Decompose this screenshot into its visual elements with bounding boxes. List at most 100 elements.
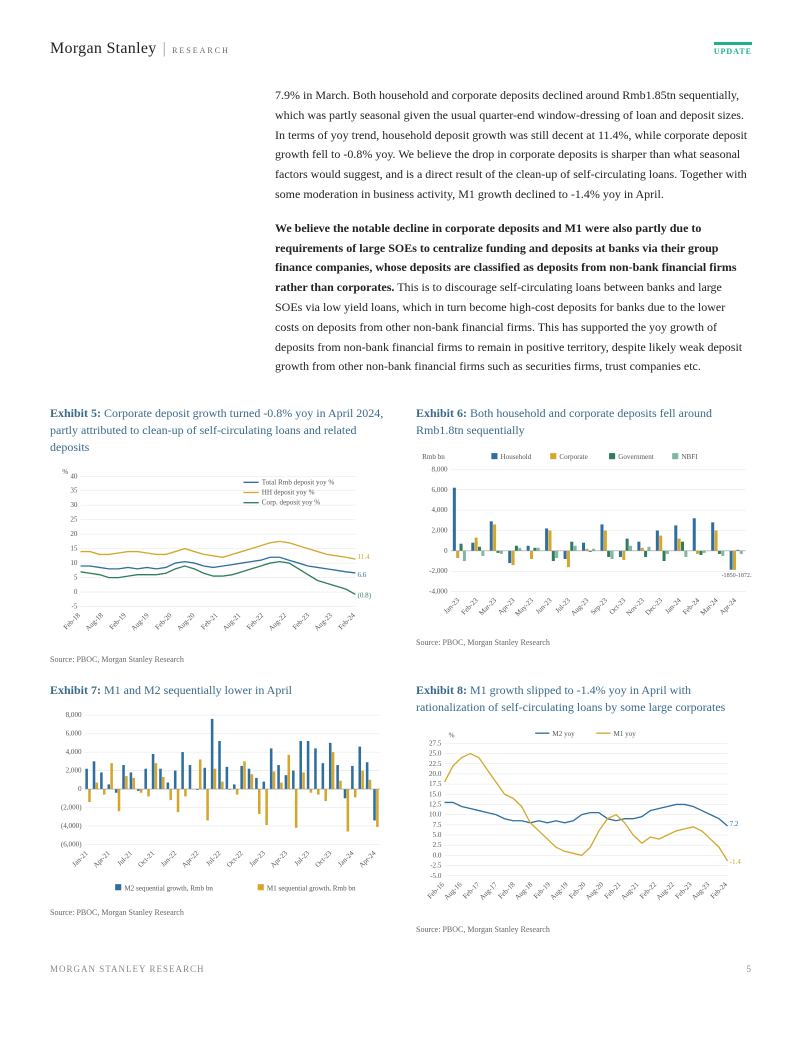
svg-text:30: 30: [70, 501, 78, 509]
svg-text:Feb-23: Feb-23: [291, 611, 311, 631]
paragraph-1: 7.9% in March. Both household and corpor…: [275, 86, 752, 205]
svg-text:6,000: 6,000: [66, 729, 82, 737]
svg-text:0: 0: [78, 785, 82, 793]
svg-text:2,000: 2,000: [66, 766, 82, 774]
svg-text:Jan-23: Jan-23: [248, 849, 267, 868]
svg-text:-1850: -1850: [722, 573, 736, 579]
svg-text:Feb-20: Feb-20: [154, 611, 174, 631]
svg-text:20.0: 20.0: [429, 770, 442, 778]
svg-text:-2.5: -2.5: [430, 862, 442, 870]
body-copy: 7.9% in March. Both household and corpor…: [275, 86, 752, 377]
exhibit-6-source: Source: PBOC, Morgan Stanley Research: [416, 638, 752, 647]
svg-text:15: 15: [70, 544, 78, 552]
svg-text:Mar-24: Mar-24: [699, 596, 720, 617]
svg-text:0: 0: [74, 588, 78, 596]
brand-divider: |: [163, 40, 167, 57]
svg-text:Sep-23: Sep-23: [589, 596, 609, 616]
svg-text:2,000: 2,000: [432, 526, 448, 534]
svg-text:Jun-23: Jun-23: [534, 596, 554, 616]
svg-text:(0.8): (0.8): [357, 591, 371, 599]
page-header: Morgan Stanley | RESEARCH UPDATE: [50, 40, 752, 58]
svg-text:Rmb bn: Rmb bn: [422, 453, 445, 461]
svg-text:Aug-23: Aug-23: [313, 611, 334, 632]
svg-text:Apr-23: Apr-23: [269, 849, 289, 869]
svg-text:Feb-23: Feb-23: [460, 596, 480, 616]
svg-text:7.5: 7.5: [433, 821, 442, 829]
footer-left: MORGAN STANLEY RESEARCH: [50, 964, 204, 974]
svg-text:M1 yoy: M1 yoy: [614, 731, 637, 739]
svg-text:Jul-22: Jul-22: [204, 849, 223, 868]
svg-text:Jul-21: Jul-21: [116, 849, 135, 868]
svg-text:Jan-23: Jan-23: [442, 596, 461, 615]
exhibit-6-label: Exhibit 6:: [416, 406, 467, 420]
svg-text:8,000: 8,000: [66, 711, 82, 719]
exhibit-6-chart: -4,000-2,00002,0004,0006,0008,000Rmb bnH…: [416, 447, 752, 630]
page-footer: MORGAN STANLEY RESEARCH 5: [50, 964, 752, 974]
svg-text:-5.0: -5.0: [430, 872, 442, 880]
exhibit-7-chart: (6,000)(4,000)(2,000)02,0004,0006,0008,0…: [50, 707, 386, 900]
svg-text:Jan-22: Jan-22: [159, 849, 178, 868]
svg-text:Aug-18: Aug-18: [84, 611, 105, 632]
svg-text:Corp. deposit yoy %: Corp. deposit yoy %: [262, 498, 321, 506]
svg-text:Apr-24: Apr-24: [358, 849, 378, 869]
svg-text:Dec-23: Dec-23: [644, 596, 665, 617]
svg-text:Aug-19: Aug-19: [549, 881, 570, 902]
svg-text:Oct-23: Oct-23: [314, 849, 334, 869]
svg-text:Oct-22: Oct-22: [225, 849, 245, 869]
svg-text:0: 0: [444, 547, 448, 555]
svg-text:6,000: 6,000: [432, 486, 448, 494]
svg-text:10: 10: [70, 559, 78, 567]
svg-text:11.4: 11.4: [357, 553, 370, 561]
exhibit-6-title: Exhibit 6: Both household and corporate …: [416, 405, 752, 439]
svg-text:Aug-23: Aug-23: [569, 596, 590, 617]
svg-text:(4,000): (4,000): [61, 822, 82, 830]
svg-text:Aug-21: Aug-21: [619, 881, 640, 902]
svg-text:(2,000): (2,000): [61, 803, 82, 811]
svg-text:M1 sequential growth, Rmb bn: M1 sequential growth, Rmb bn: [267, 884, 356, 892]
svg-text:Aug-18: Aug-18: [513, 881, 534, 902]
svg-text:Jul-23: Jul-23: [293, 849, 312, 868]
svg-text:Total Rmb deposit yoy %: Total Rmb deposit yoy %: [262, 478, 335, 486]
exhibit-5-source: Source: PBOC, Morgan Stanley Research: [50, 655, 386, 664]
svg-text:35: 35: [70, 486, 78, 494]
brand-research: RESEARCH: [172, 46, 230, 55]
update-badge: UPDATE: [714, 42, 752, 56]
brand-name: Morgan Stanley: [50, 40, 157, 57]
svg-text:8,000: 8,000: [432, 465, 448, 473]
svg-text:M2 sequential growth, Rmb bn: M2 sequential growth, Rmb bn: [124, 884, 213, 892]
svg-text:Apr-24: Apr-24: [718, 596, 738, 616]
svg-text:Mar-23: Mar-23: [478, 596, 499, 617]
exhibit-8-label: Exhibit 8:: [416, 683, 467, 697]
exhibit-8: Exhibit 8: M1 growth slipped to -1.4% yo…: [416, 682, 752, 934]
svg-text:4,000: 4,000: [432, 506, 448, 514]
svg-text:0.0: 0.0: [433, 852, 442, 860]
svg-text:Apr-21: Apr-21: [92, 849, 112, 869]
svg-text:Jan-24: Jan-24: [664, 596, 683, 615]
svg-text:(6,000): (6,000): [61, 840, 82, 848]
svg-text:NBFI: NBFI: [681, 453, 698, 461]
svg-text:12.5: 12.5: [429, 801, 442, 809]
svg-text:HH deposit yoy %: HH deposit yoy %: [262, 488, 315, 496]
exhibit-8-chart: -5.0-2.50.02.55.07.510.012.515.017.520.0…: [416, 723, 752, 916]
svg-text:Aug-20: Aug-20: [584, 881, 605, 902]
exhibit-7-caption: M1 and M2 sequentially lower in April: [104, 683, 292, 697]
svg-text:40: 40: [70, 472, 78, 480]
svg-text:-2,000: -2,000: [429, 567, 448, 575]
svg-text:Aug-20: Aug-20: [175, 611, 196, 632]
svg-text:Oct-21: Oct-21: [137, 849, 157, 869]
svg-text:Jan-21: Jan-21: [71, 849, 90, 868]
exhibit-8-title: Exhibit 8: M1 growth slipped to -1.4% yo…: [416, 682, 752, 716]
exhibit-5-label: Exhibit 5:: [50, 406, 101, 420]
exhibits-grid: Exhibit 5: Corporate deposit growth turn…: [50, 405, 752, 934]
svg-text:Household: Household: [501, 453, 532, 461]
footer-pagenum: 5: [747, 964, 753, 974]
svg-text:25: 25: [70, 515, 78, 523]
svg-text:-5: -5: [72, 602, 78, 610]
svg-text:Corporate: Corporate: [559, 453, 587, 461]
svg-text:Aug-19: Aug-19: [130, 611, 151, 632]
svg-text:Feb-22: Feb-22: [245, 611, 265, 631]
svg-text:25.0: 25.0: [429, 750, 442, 758]
svg-text:Aug-22: Aug-22: [267, 611, 288, 632]
svg-text:Feb-24: Feb-24: [337, 611, 357, 631]
svg-text:Aug-23: Aug-23: [690, 881, 711, 902]
